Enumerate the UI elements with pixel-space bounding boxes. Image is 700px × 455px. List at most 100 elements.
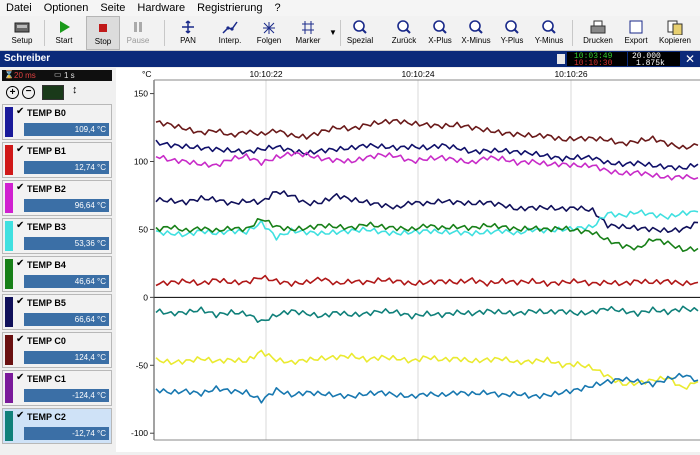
add-channel-icon[interactable]: + [6, 86, 19, 99]
export-icon [627, 19, 645, 35]
channel-color-swatch [5, 259, 13, 289]
recorder-title: Schreiber [4, 53, 51, 64]
channel-temp-b4[interactable]: ✔ TEMP B4 46,64 °C [2, 256, 112, 292]
clock-icon: ⌛ [4, 70, 14, 79]
channel-color-swatch [5, 373, 13, 403]
channel-name: TEMP C1 [27, 374, 66, 384]
series-line-2 [155, 139, 699, 171]
stop-button[interactable]: Stop [86, 16, 120, 50]
x-plus-button[interactable]: X-Plus [424, 16, 456, 50]
series-line-7 [155, 274, 699, 287]
marker-button[interactable]: Marker [288, 16, 328, 50]
channel-temp-b5[interactable]: ✔ TEMP B5 66,64 °C [2, 294, 112, 330]
channel-temp-b1[interactable]: ✔ TEMP B1 12,74 °C [2, 142, 112, 178]
menu-item-seite[interactable]: Seite [100, 2, 126, 14]
toolbar-label: Drucken [583, 36, 613, 45]
setup-icon [13, 19, 31, 35]
channel-value: 46,64 °C [24, 275, 109, 288]
zoom-y-minus-icon [540, 19, 558, 35]
channel-color-swatch [5, 335, 13, 365]
x-minus-button[interactable]: X-Minus [458, 16, 494, 50]
toolbar-label: Export [624, 36, 648, 45]
close-icon[interactable]: ✕ [685, 52, 696, 66]
channel-temp-c1[interactable]: ✔ TEMP C1 -124,4 °C [2, 370, 112, 406]
toolbar-label: Start [55, 36, 73, 45]
channel-tools: + − ↕ [2, 84, 112, 102]
series-line-6 [155, 218, 699, 253]
toolbar-label: Kopieren [658, 36, 692, 45]
series-line-9 [155, 349, 699, 390]
export-button[interactable]: Export [620, 16, 652, 50]
y-tick-label: -100 [131, 428, 148, 438]
marker-dropdown-icon[interactable]: ▼ [329, 28, 337, 37]
y-minus-button[interactable]: Y-Minus [530, 16, 568, 50]
checkmark-icon[interactable]: ✔ [16, 410, 25, 421]
series-line-4 [155, 190, 699, 233]
x-tick-label: 10:10:22 [249, 69, 282, 79]
menu-item-registrierung[interactable]: Registrierung [197, 2, 263, 14]
toolbar-label: Stop [94, 37, 112, 46]
channel-color-swatch [5, 221, 13, 251]
titlebar-panel-a [567, 52, 627, 66]
menu-bar: Datei Optionen Seite Hardware Registrierung? [0, 0, 700, 16]
checkmark-icon[interactable]: ✔ [16, 334, 25, 345]
zur-ck-button[interactable]: Zurück [386, 16, 422, 50]
y-tick-label: 50 [139, 224, 149, 234]
x-tick-label: 10:10:26 [554, 69, 587, 79]
channel-color-swatch [5, 107, 13, 137]
toolbar-label: Zurück [391, 36, 417, 45]
folgen-button[interactable]: Folgen [252, 16, 286, 50]
channel-value: 109,4 °C [24, 123, 109, 136]
y-plus-button[interactable]: Y-Plus [496, 16, 528, 50]
start-button[interactable]: Start [46, 16, 82, 50]
channel-temp-c0[interactable]: ✔ TEMP C0 124,4 °C [2, 332, 112, 368]
toolbar: Setup Start Stop Pause PAN Interp. Folgen Marke… [0, 16, 700, 51]
toolbar-label: Y-Plus [500, 36, 524, 45]
monitor-icon: ▭ [54, 70, 62, 79]
channel-color-swatch [5, 411, 13, 441]
checkmark-icon[interactable]: ✔ [16, 144, 25, 155]
marker-icon [299, 19, 317, 35]
channel-name: TEMP B3 [27, 222, 66, 232]
menu-item-datei[interactable]: Datei [6, 2, 32, 14]
checkmark-icon[interactable]: ✔ [16, 258, 25, 269]
sample-interval: 20 ms [14, 71, 36, 80]
checkmark-icon[interactable]: ✔ [16, 106, 25, 117]
channel-value: 53,36 °C [24, 237, 109, 250]
pause-button: Pause [120, 16, 156, 50]
spezial-button[interactable]: Spezial [340, 16, 380, 50]
remove-channel-icon[interactable]: − [22, 86, 35, 99]
recorder-chart[interactable]: 10:10:22 10:10:24 10:10:26 150 100 50 0 -50 -100… [116, 68, 700, 452]
setup-button[interactable]: Setup [2, 16, 42, 50]
cursor-tool-icon[interactable]: ↕ [72, 84, 78, 96]
kopieren-button[interactable]: Kopieren [654, 16, 696, 50]
toolbar-separator [44, 20, 45, 46]
channel-temp-c2[interactable]: ✔ TEMP C2 -12,74 °C [2, 408, 112, 444]
y-axis-unit: °C [142, 69, 152, 79]
drucken-button[interactable]: Drucken [580, 16, 616, 50]
interp-button[interactable]: Interp. [212, 16, 248, 50]
chart-canvas[interactable]: 10:10:22 10:10:24 10:10:26 150 100 50 0 -50 -100… [116, 68, 700, 452]
zoom-y-plus-icon [503, 19, 521, 35]
zoom-special-icon [351, 19, 369, 35]
series-line-5 [155, 209, 699, 241]
pan-button[interactable]: PAN [172, 16, 204, 50]
checkmark-icon[interactable]: ✔ [16, 220, 25, 231]
printer-icon [589, 19, 607, 35]
channel-temp-b0[interactable]: ✔ TEMP B0 109,4 °C [2, 104, 112, 140]
copy-icon [666, 19, 684, 35]
pan-icon [179, 19, 197, 35]
display-settings-icon[interactable] [42, 85, 64, 100]
checkmark-icon[interactable]: ✔ [16, 372, 25, 383]
menu-item-optionen[interactable]: Optionen [43, 2, 89, 14]
y-tick-label: 100 [134, 157, 148, 167]
channel-temp-b3[interactable]: ✔ TEMP B3 53,36 °C [2, 218, 112, 254]
checkmark-icon[interactable]: ✔ [16, 296, 25, 307]
checkmark-icon[interactable]: ✔ [16, 182, 25, 193]
menu-item-[interactable]: ? [274, 2, 281, 14]
toolbar-label: X-Plus [428, 36, 452, 45]
channel-temp-b2[interactable]: ✔ TEMP B2 96,64 °C [2, 180, 112, 216]
channel-name: TEMP C0 [27, 336, 66, 346]
menu-item-hardware[interactable]: Hardware [137, 2, 186, 14]
play-icon [55, 19, 73, 35]
